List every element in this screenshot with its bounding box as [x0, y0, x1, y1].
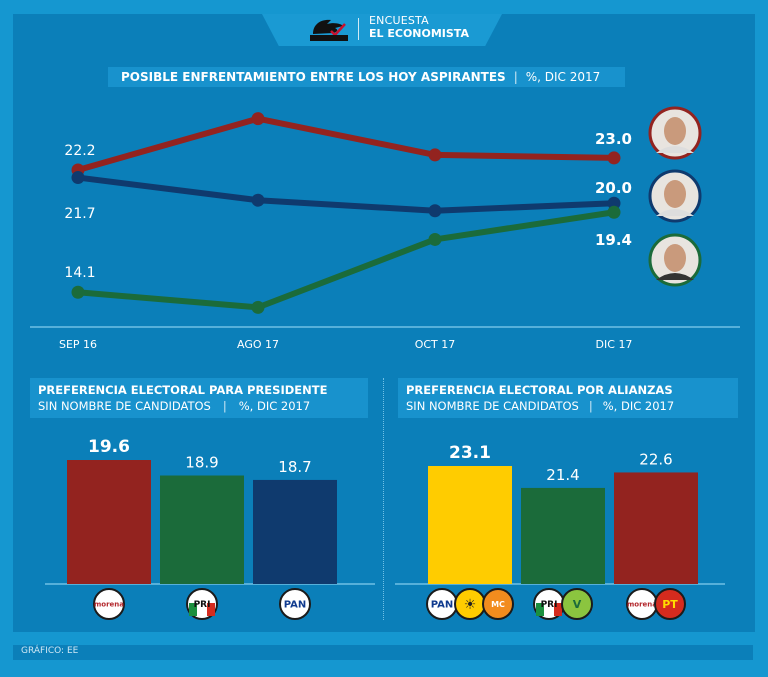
bar-chart-2-title: PREFERENCIA ELECTORAL POR ALIANZAS [406, 383, 673, 397]
bar-chart-1-subtitle-row: SIN NOMBRE DE CANDIDATOS | %, DIC 2017 [38, 398, 360, 414]
bar-chart-1-subtitle: SIN NOMBRE DE CANDIDATOS [38, 399, 211, 413]
footer-strip [13, 645, 753, 660]
section-divider [383, 378, 384, 620]
header-separator [358, 18, 359, 40]
line-chart-title-bar: POSIBLE ENFRENTAMIENTO ENTRE LOS HOY ASP… [108, 67, 625, 87]
bar-chart-1-note: %, DIC 2017 [238, 399, 311, 413]
line-chart-subtitle: %, DIC 2017 [525, 70, 601, 84]
bar-chart-2-subtitle: SIN NOMBRE DE CANDIDATOS [406, 399, 579, 413]
bar-chart-2-note: %, DIC 2017 [602, 399, 675, 413]
bar-chart-1-title-box: PREFERENCIA ELECTORAL PARA PRESIDENTE SI… [30, 378, 368, 418]
bar-chart-2-subtitle-row: SIN NOMBRE DE CANDIDATOS | %, DIC 2017 [406, 398, 730, 414]
main-panel [13, 14, 755, 632]
footer-credit: GRÁFICO: EE [21, 646, 79, 656]
header-line2: EL ECONOMISTA [369, 27, 469, 40]
separator: | [222, 399, 227, 413]
survey-logo-icon [310, 19, 348, 41]
bar-chart-1-title: PREFERENCIA ELECTORAL PARA PRESIDENTE [38, 383, 328, 397]
header-line1: ENCUESTA [369, 14, 429, 27]
separator: | [588, 399, 593, 413]
bar-chart-2-title-box: PREFERENCIA ELECTORAL POR ALIANZAS SIN N… [398, 378, 738, 418]
title-separator: | [513, 70, 518, 84]
header-tab [262, 14, 502, 46]
line-chart-title: POSIBLE ENFRENTAMIENTO ENTRE LOS HOY ASP… [121, 70, 506, 84]
